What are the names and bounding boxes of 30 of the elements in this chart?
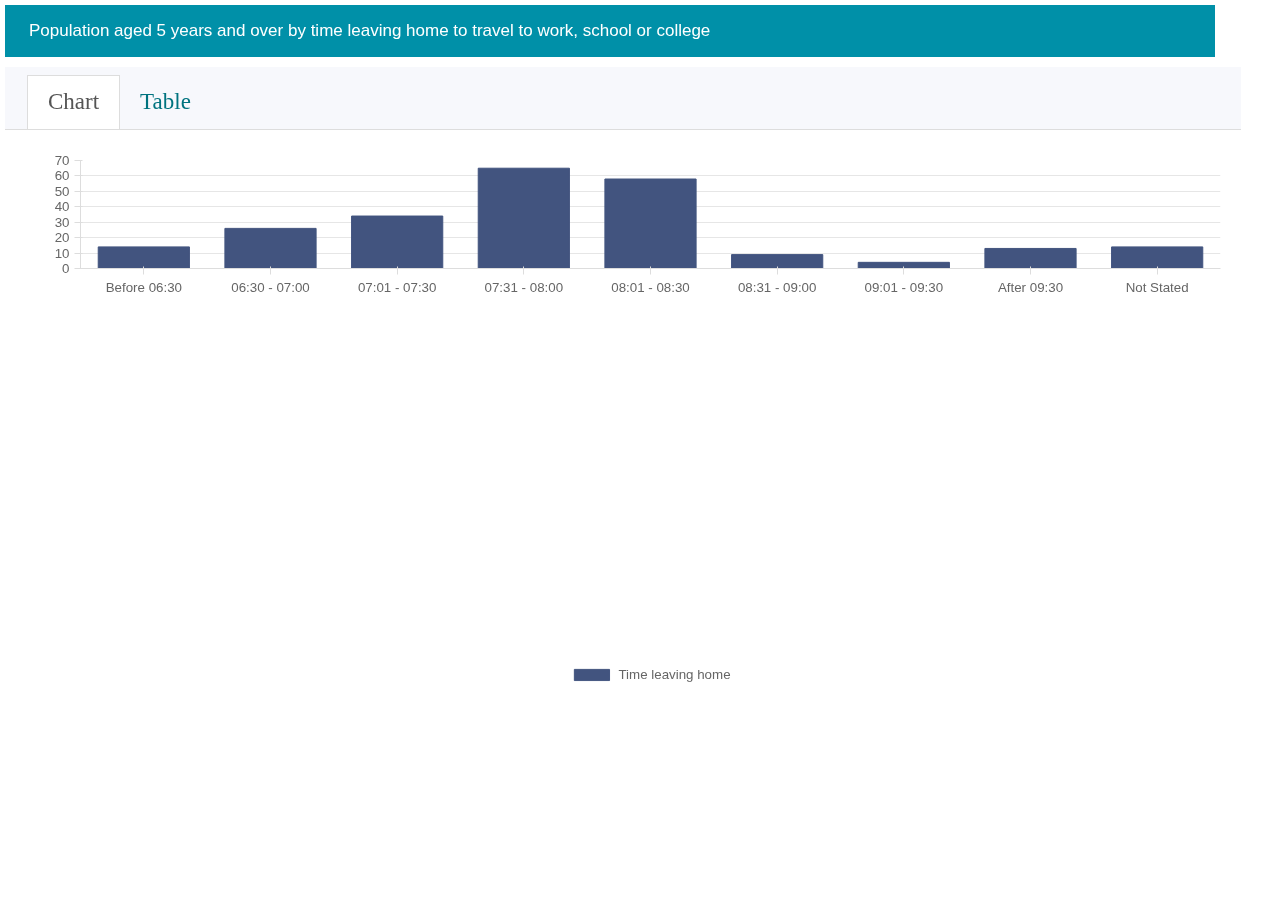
x-tick-label: Before 06:30 — [105, 279, 182, 295]
bar — [477, 167, 570, 269]
bar — [97, 246, 190, 269]
text: Chart — [27, 75, 121, 130]
y-tick-label: 0 — [62, 261, 70, 277]
x-tick-label: Not Stated — [1125, 279, 1189, 295]
y-tick-label: 70 — [54, 153, 70, 169]
bar — [1111, 246, 1204, 269]
x-tick-label: 08:01 - 08:30 — [611, 279, 690, 295]
y-tick-label: 40 — [54, 199, 70, 215]
y-tick-label: 50 — [54, 183, 70, 199]
x-tick-label: 08:31 - 09:00 — [737, 279, 817, 295]
x-tick-label: 07:01 - 07:30 — [357, 279, 437, 295]
bar — [604, 178, 697, 269]
y-tick-label: 60 — [54, 168, 70, 184]
x-tick-label: After 09:30 — [997, 279, 1064, 295]
x-tick-label: 09:01 - 09:30 — [864, 279, 944, 295]
x-tick-label: 07:31 - 08:00 — [484, 279, 564, 295]
bar — [351, 215, 444, 269]
bar — [731, 254, 824, 269]
text: Table — [139, 88, 192, 117]
y-tick-label: 10 — [54, 245, 70, 261]
legend-label: Time leaving home — [618, 666, 731, 682]
x-tick-label: 06:30 - 07:00 — [231, 279, 310, 295]
bar — [984, 248, 1077, 269]
y-tick-label: 20 — [54, 230, 70, 246]
bar — [857, 261, 950, 269]
y-tick-label: 30 — [54, 214, 70, 230]
bar — [224, 228, 317, 269]
chart-title: Population aged 5 years and over by time leaving home to travel to work, school or college — [5, 5, 1215, 58]
